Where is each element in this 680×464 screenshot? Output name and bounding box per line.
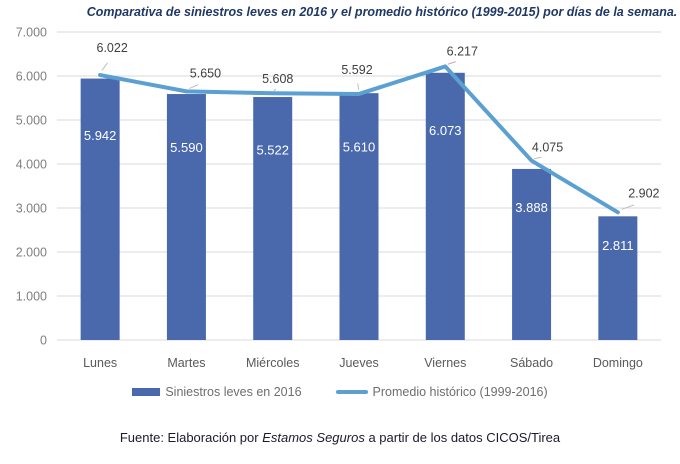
source-note-italic: Estamos Seguros xyxy=(262,430,365,445)
bar-value-label: 5.610 xyxy=(343,140,376,155)
leader-line xyxy=(189,84,199,90)
y-tick-label: 6.000 xyxy=(16,70,47,84)
line-value-label: 5.592 xyxy=(341,63,372,77)
bar-martes xyxy=(166,94,206,340)
leader-line xyxy=(273,88,277,92)
line-value-label: 6.217 xyxy=(447,44,478,58)
line-series-swatch-icon xyxy=(335,390,368,394)
line-value-label: 5.650 xyxy=(190,66,221,80)
legend-item-bar-series: Siniestros leves en 2016 xyxy=(132,385,302,399)
y-tick-label: 0 xyxy=(40,334,47,348)
bar-miércoles xyxy=(253,97,293,340)
bar-series-swatch-icon xyxy=(132,388,161,396)
leader-line xyxy=(357,83,360,91)
y-tick-label: 5.000 xyxy=(16,114,47,128)
bar-viernes xyxy=(425,72,465,340)
line-value-label: 6.022 xyxy=(97,41,128,55)
x-category-label: Martes xyxy=(167,356,205,370)
y-tick-label: 3.000 xyxy=(16,202,47,216)
bar-sábado xyxy=(512,168,552,340)
x-category-label: Viernes xyxy=(424,356,466,370)
x-category-label: Miércoles xyxy=(246,356,300,370)
bar-lunes xyxy=(80,78,120,340)
line-value-label: 5.608 xyxy=(262,72,293,86)
bar-domingo xyxy=(598,216,638,340)
source-note: Fuente: Elaboración por Estamos Seguros … xyxy=(0,430,680,445)
leader-line xyxy=(101,62,108,71)
x-category-label: Jueves xyxy=(339,356,379,370)
leader-line xyxy=(533,156,542,160)
y-tick-label: 7.000 xyxy=(16,26,47,40)
bar-value-label: 2.811 xyxy=(602,238,634,253)
chart-title: Comparativa de siniestros leves en 2016 … xyxy=(86,5,678,19)
bar-value-label: 5.522 xyxy=(256,143,289,158)
bar-jueves xyxy=(339,93,379,340)
bar-value-label: 5.590 xyxy=(170,140,203,155)
legend-label-bar-series: Siniestros leves en 2016 xyxy=(165,385,302,399)
leader-line xyxy=(621,204,635,210)
x-category-label: Domingo xyxy=(593,356,643,370)
bar-value-label: 3.888 xyxy=(515,200,548,215)
line-value-label: 2.902 xyxy=(628,186,659,200)
x-category-label: Sábado xyxy=(510,356,553,370)
line-value-label: 4.075 xyxy=(532,141,563,155)
bar-value-label: 5.942 xyxy=(84,128,117,143)
legend-item-line-series: Promedio histórico (1999-2016) xyxy=(335,385,548,399)
y-tick-label: 1.000 xyxy=(16,290,47,304)
legend: Siniestros leves en 2016 Promedio histór… xyxy=(0,385,680,399)
source-note-suffix: a partir de los datos CICOS/Tirea xyxy=(364,430,561,445)
bar-value-label: 6.073 xyxy=(429,123,462,138)
y-tick-label: 2.000 xyxy=(16,246,47,260)
line-series xyxy=(98,64,620,215)
chart-plot-area: 0 1.000 2.000 3.000 4.000 5.000 6.000 7.000 5.94… xyxy=(16,26,661,370)
source-note-prefix: Fuente: Elaboración por xyxy=(119,430,263,445)
leader-line xyxy=(447,61,456,65)
x-category-label: Lunes xyxy=(83,356,117,370)
y-tick-label: 4.000 xyxy=(16,158,47,172)
legend-label-line-series: Promedio histórico (1999-2016) xyxy=(372,385,548,399)
